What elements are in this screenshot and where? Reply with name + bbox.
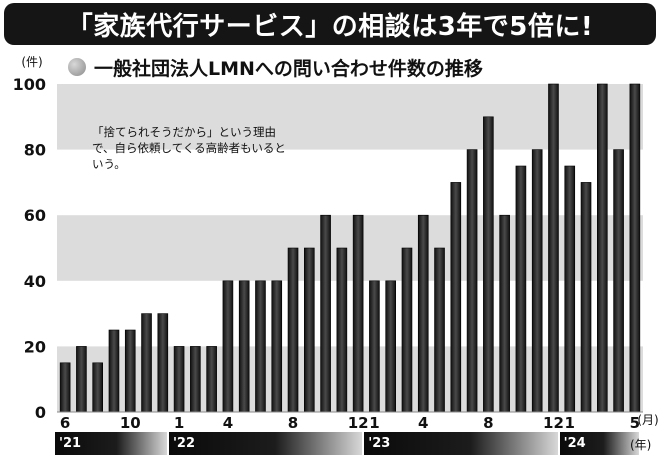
bar [597, 83, 608, 413]
x-axis-unit: (月) [637, 413, 658, 427]
bar [629, 83, 641, 413]
y-tick-label: 40 [24, 272, 46, 291]
bar [59, 362, 71, 413]
bullet-icon [68, 58, 86, 76]
bar [499, 214, 510, 413]
x-tick-label: 6 [60, 414, 70, 432]
year-unit: (年) [630, 438, 652, 452]
x-tick-label: 4 [223, 414, 233, 432]
y-tick-label: 0 [35, 403, 46, 422]
bar [76, 346, 87, 413]
year-bar: '21 [55, 432, 167, 455]
bar [320, 214, 331, 413]
bar [483, 116, 494, 413]
annotation-note: 「捨てられそうだから」という理由で、自ら依頼してくる高齢者もいるという。 [92, 125, 286, 171]
bar [336, 247, 348, 413]
bar [108, 329, 120, 413]
bar [434, 247, 445, 413]
x-tick-label: 8 [288, 414, 298, 432]
year-bar: '22 [168, 432, 363, 455]
x-tick-label: 10 [120, 414, 141, 432]
bar [222, 280, 234, 413]
bar [385, 280, 396, 413]
bar [124, 329, 136, 413]
year-bar: '24 [559, 432, 639, 455]
bar [613, 149, 624, 413]
bar [206, 346, 217, 413]
bar [417, 214, 429, 413]
bar [304, 247, 315, 413]
y-axis-unit: (件) [21, 55, 42, 69]
bar [352, 214, 364, 413]
bar [287, 247, 299, 413]
bar [157, 313, 169, 413]
bar [548, 83, 559, 413]
chart-subtitle: 一般社団法人LMNへの問い合わせ件数の推移 [94, 57, 483, 80]
title-banner: 「家族代行サービス」の相談は3年で5倍に! [4, 3, 656, 45]
bar [564, 165, 576, 413]
bar [466, 149, 478, 413]
bar [450, 182, 462, 413]
bar [141, 313, 152, 413]
y-tick-label: 80 [24, 141, 46, 160]
y-tick-label: 20 [24, 337, 46, 356]
chart-title: 「家族代行サービス」の相談は3年で5倍に! [66, 11, 594, 42]
grid-band [57, 346, 643, 412]
bar [531, 149, 543, 413]
x-tick-label: 1 [565, 414, 575, 432]
y-tick-label: 100 [13, 75, 46, 94]
subtitle-row: 一般社団法人LMNへの問い合わせ件数の推移 [68, 52, 483, 82]
grid-band [57, 215, 643, 281]
x-tick-label: 4 [418, 414, 428, 432]
bar [92, 362, 103, 413]
bar [255, 280, 266, 413]
x-tick-label: 1 [369, 414, 379, 432]
bar [271, 280, 283, 413]
bar [401, 247, 413, 413]
bar [580, 182, 592, 413]
bar [190, 346, 201, 413]
year-bar: '23 [364, 432, 558, 455]
bar [515, 165, 527, 413]
x-tick-label: 1 [174, 414, 184, 432]
x-tick-label: 8 [483, 414, 493, 432]
x-tick-label: 5 [630, 414, 640, 432]
x-tick-label: 12 [543, 414, 564, 432]
y-tick-label: 60 [24, 206, 46, 225]
bar [238, 280, 250, 413]
bar [369, 280, 380, 413]
x-tick-label: 12 [348, 414, 369, 432]
bar [173, 346, 185, 413]
grid-band [57, 84, 643, 150]
